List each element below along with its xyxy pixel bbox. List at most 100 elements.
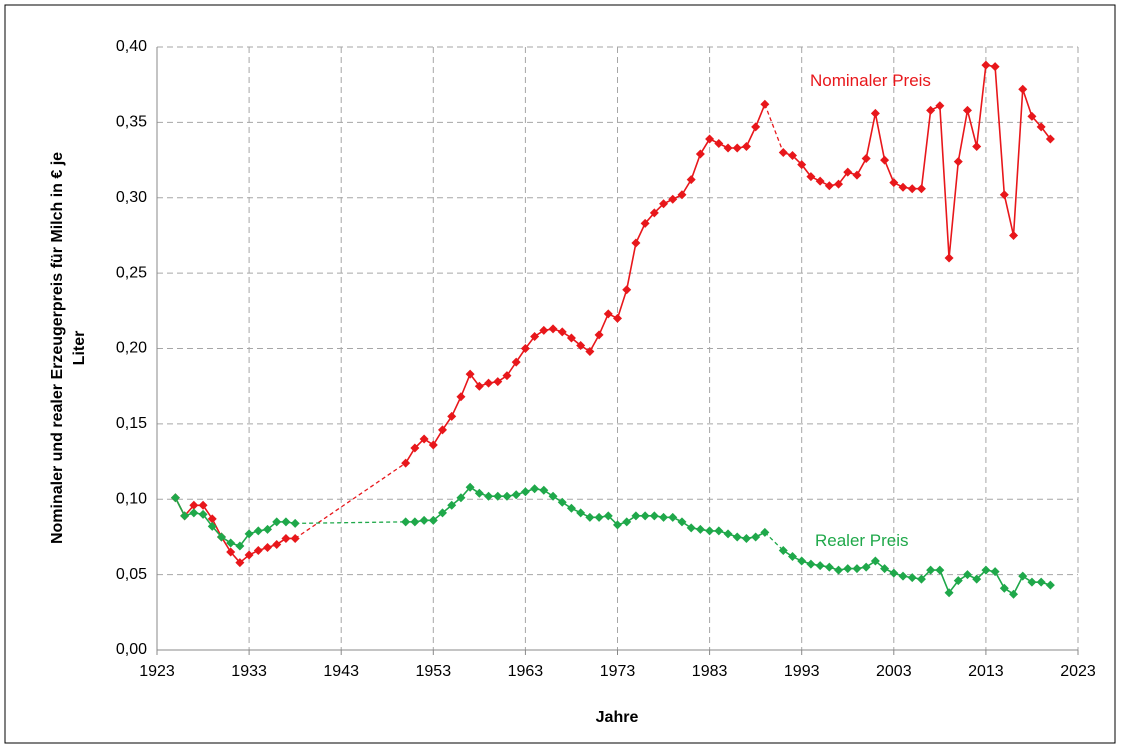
marker <box>594 330 604 340</box>
marker <box>861 562 871 572</box>
x-tick-label: 1933 <box>231 663 267 680</box>
marker <box>1009 589 1019 599</box>
marker <box>290 518 300 528</box>
marker <box>290 533 300 543</box>
marker <box>981 565 991 575</box>
marker <box>548 324 558 334</box>
y-tick-label: 0,20 <box>116 340 147 357</box>
marker <box>640 511 650 521</box>
marker <box>1045 134 1055 144</box>
marker <box>198 500 208 510</box>
marker <box>585 347 595 357</box>
marker <box>852 170 862 180</box>
marker <box>714 138 724 148</box>
marker <box>474 381 484 391</box>
gap-connector <box>764 104 784 153</box>
marker <box>419 434 429 444</box>
marker <box>428 440 438 450</box>
marker <box>751 122 761 132</box>
marker <box>668 512 678 522</box>
x-axis-label: Jahre <box>596 709 639 726</box>
y-axis-label: Nominaler und realer Erzeugerpreis für M… <box>49 152 66 544</box>
marker <box>539 485 549 495</box>
marker <box>990 62 1000 72</box>
x-tick-label: 2013 <box>968 663 1004 680</box>
marker <box>244 550 254 560</box>
gap-connector <box>764 531 784 551</box>
x-tick-label: 1973 <box>600 663 636 680</box>
marker <box>926 565 936 575</box>
marker <box>1027 111 1037 121</box>
marker <box>410 517 420 527</box>
marker <box>723 529 733 539</box>
marker <box>484 378 494 388</box>
marker <box>649 511 659 521</box>
marker <box>972 574 982 584</box>
gap-connector <box>294 462 407 539</box>
marker <box>797 160 807 170</box>
marker <box>880 564 890 574</box>
gap-connector <box>295 521 406 525</box>
marker <box>659 199 669 209</box>
x-tick-label: 1953 <box>416 663 452 680</box>
marker <box>272 539 282 549</box>
marker <box>695 524 705 534</box>
marker <box>870 556 880 566</box>
marker <box>953 576 963 586</box>
marker <box>944 588 954 598</box>
marker <box>944 253 954 263</box>
marker <box>1009 230 1019 240</box>
marker <box>207 514 217 524</box>
marker <box>677 190 687 200</box>
marker <box>520 344 530 353</box>
marker <box>465 482 475 492</box>
marker <box>603 309 613 319</box>
marker <box>170 493 180 503</box>
marker <box>189 508 199 518</box>
marker <box>281 533 291 543</box>
marker <box>428 515 438 525</box>
marker <box>613 520 622 530</box>
marker <box>659 512 669 522</box>
marker <box>548 491 558 501</box>
marker <box>843 167 853 177</box>
marker <box>401 458 411 468</box>
marker <box>880 155 890 165</box>
y-tick-label: 0,10 <box>116 490 147 507</box>
marker <box>235 558 245 568</box>
y-tick-label: 0,15 <box>116 415 147 432</box>
marker <box>741 141 751 151</box>
marker <box>732 143 742 153</box>
series-label: Realer Preis <box>815 531 909 550</box>
marker <box>732 532 742 542</box>
marker <box>935 101 945 111</box>
marker <box>926 105 936 115</box>
marker <box>778 148 788 158</box>
y-tick-label: 0,05 <box>116 566 147 583</box>
x-tick-label: 1993 <box>784 663 820 680</box>
marker <box>539 325 549 335</box>
marker <box>916 574 926 584</box>
marker <box>705 526 715 536</box>
marker <box>861 154 871 164</box>
marker <box>760 527 770 537</box>
marker <box>226 538 236 548</box>
marker <box>447 500 457 510</box>
marker <box>502 371 512 381</box>
marker <box>244 529 254 539</box>
marker <box>815 561 825 571</box>
marker <box>566 333 576 343</box>
marker <box>530 331 540 341</box>
marker <box>953 157 963 167</box>
marker <box>815 176 825 186</box>
marker <box>474 488 484 498</box>
marker <box>852 564 862 574</box>
marker <box>502 491 512 501</box>
marker <box>806 172 816 182</box>
marker <box>677 517 687 527</box>
marker <box>870 108 880 118</box>
marker <box>622 517 632 527</box>
marker <box>198 509 208 519</box>
marker <box>410 443 420 453</box>
marker <box>990 567 1000 577</box>
